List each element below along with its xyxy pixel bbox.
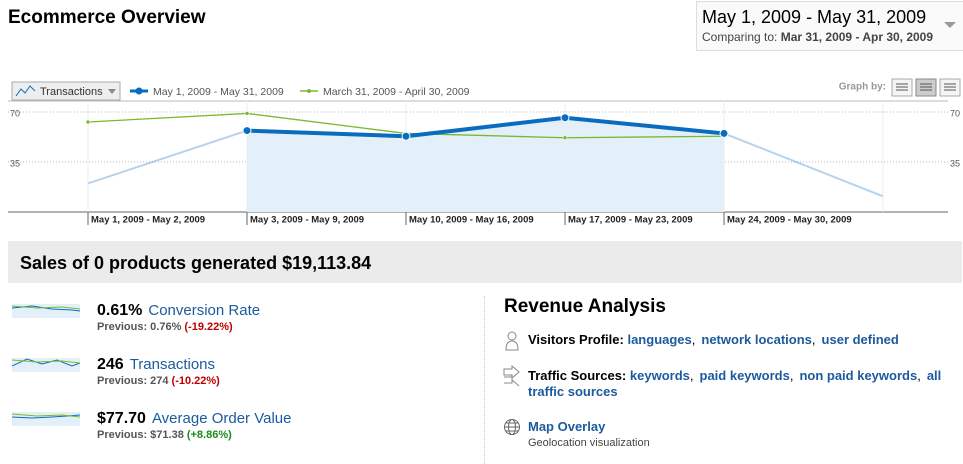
legend-dot bbox=[307, 89, 311, 93]
dropdown-arrow bbox=[108, 89, 116, 94]
x-tick-label: May 1, 2009 - May 2, 2009 bbox=[91, 215, 205, 226]
y-tick-label: 70 bbox=[10, 108, 20, 118]
line-segment bbox=[246, 112, 407, 135]
previous-value: Previous: 0.76% bbox=[97, 321, 182, 333]
date-range: May 1, 2009 - May 31, 2009 bbox=[702, 7, 927, 27]
x-tick-label: May 10, 2009 - May 16, 2009 bbox=[409, 215, 534, 226]
metric-previous: Previous: $71.38 (+8.86%) bbox=[97, 429, 232, 441]
point bbox=[719, 128, 729, 138]
link[interactable]: network locations bbox=[701, 332, 812, 347]
line-segment bbox=[564, 135, 725, 139]
line-segment bbox=[405, 115, 566, 139]
sparkline bbox=[12, 358, 81, 372]
previous-value: Previous: $71.38 bbox=[97, 429, 184, 441]
legend-label: May 1, 2009 - May 31, 2009 bbox=[153, 86, 284, 98]
point bbox=[85, 119, 91, 125]
link[interactable]: all traffic sources bbox=[528, 368, 942, 399]
change: (+8.86%) bbox=[186, 429, 232, 441]
link[interactable]: languages bbox=[627, 332, 692, 347]
line-segment bbox=[87, 112, 248, 123]
comparing-range: Mar 31, 2009 - Apr 30, 2009 bbox=[780, 30, 934, 44]
sparkline-line bbox=[12, 413, 81, 418]
graph-by-icons bbox=[896, 83, 956, 91]
link[interactable]: keywords bbox=[629, 368, 690, 383]
traffic-icon bbox=[503, 365, 520, 387]
map-description: Geolocation visualization bbox=[528, 437, 650, 449]
x-tick-label: May 17, 2009 - May 23, 2009 bbox=[568, 215, 693, 226]
y-tick-label-right: 70 bbox=[950, 108, 960, 118]
metric-main: $77.70 Average Order Value bbox=[97, 410, 291, 428]
point bbox=[242, 126, 252, 136]
point bbox=[401, 131, 411, 141]
metric-label: Transactions bbox=[40, 86, 103, 98]
x-tick-label: May 3, 2009 - May 9, 2009 bbox=[250, 215, 364, 226]
separator: , bbox=[917, 368, 921, 383]
line-segment bbox=[723, 132, 884, 198]
graph-by-label: Graph by: bbox=[839, 82, 886, 93]
link[interactable]: paid keywords bbox=[699, 368, 790, 383]
sparkline bbox=[12, 304, 81, 318]
chart: Transactions Graph by: May 1, 2009 - May… bbox=[8, 78, 961, 226]
x-tick-label: May 24, 2009 - May 30, 2009 bbox=[727, 215, 852, 226]
dropdown-arrow bbox=[944, 22, 956, 28]
y-tick-label: 35 bbox=[10, 158, 20, 168]
separator: , bbox=[811, 332, 816, 347]
visitors-icon bbox=[505, 331, 519, 351]
legend-label: March 31, 2009 - April 30, 2009 bbox=[323, 86, 470, 98]
separator: , bbox=[691, 332, 696, 347]
metric-name[interactable]: Transactions bbox=[129, 356, 216, 373]
change: (-10.22%) bbox=[171, 375, 220, 387]
metric-name[interactable]: Conversion Rate bbox=[148, 302, 261, 319]
sparkline-bg bbox=[12, 304, 80, 318]
traffic-sources: Traffic Sources: keywords, paid keywords,… bbox=[528, 368, 960, 400]
area bbox=[247, 117, 724, 212]
legend-dot bbox=[135, 87, 143, 95]
traffic-label: Traffic Sources: bbox=[528, 368, 627, 383]
link[interactable]: non paid keywords bbox=[799, 368, 918, 383]
metric-value: $77.70 bbox=[97, 410, 146, 427]
change: (-19.22%) bbox=[184, 321, 233, 333]
map-overlay-link[interactable]: Map Overlay bbox=[528, 419, 606, 434]
visitors-label: Visitors Profile: bbox=[528, 332, 624, 347]
point bbox=[244, 111, 250, 116]
point bbox=[560, 113, 570, 123]
comparing-label: Comparing to: bbox=[702, 30, 778, 44]
separator: , bbox=[789, 368, 794, 383]
sparkline-bg bbox=[12, 412, 80, 426]
metric-previous: Previous: 274 (-10.22%) bbox=[97, 375, 220, 387]
metric-value: 246 bbox=[97, 356, 124, 373]
sparkline-line bbox=[12, 359, 81, 364]
metric-icon bbox=[15, 85, 36, 97]
page-title: Ecommerce Overview bbox=[8, 7, 206, 28]
metric-value: 0.61% bbox=[97, 302, 143, 319]
previous-value: Previous: 274 bbox=[97, 375, 169, 387]
divider bbox=[484, 296, 485, 464]
metric-main: 246 Transactions bbox=[97, 356, 215, 374]
line-segment bbox=[564, 115, 725, 136]
link[interactable]: user defined bbox=[821, 332, 899, 347]
visitors-profile: Visitors Profile: languages, network loca… bbox=[528, 332, 899, 347]
date-picker[interactable]: May 1, 2009 - May 31, 2009 Comparing to:… bbox=[696, 1, 963, 51]
metric-name[interactable]: Average Order Value bbox=[151, 410, 292, 427]
metric-main: 0.61% Conversion Rate bbox=[97, 302, 260, 320]
y-tick-label-right: 35 bbox=[950, 158, 960, 168]
sparkline-line bbox=[12, 305, 81, 310]
comparing: Comparing to: Mar 31, 2009 - Apr 30, 200… bbox=[702, 30, 933, 44]
sparkline bbox=[12, 412, 81, 426]
summary: Sales of 0 products generated $19,113.84 bbox=[20, 253, 372, 273]
summary-bar: Sales of 0 products generated $19,113.84 bbox=[8, 241, 962, 283]
metric-dropdown[interactable] bbox=[11, 81, 121, 101]
metric-previous: Previous: 0.76% (-19.22%) bbox=[97, 321, 233, 333]
separator: , bbox=[689, 368, 694, 383]
revenue-title: Revenue Analysis bbox=[504, 296, 666, 317]
line-segment bbox=[246, 128, 407, 139]
map-icon bbox=[504, 419, 520, 435]
line-segment bbox=[87, 129, 248, 185]
point bbox=[562, 135, 568, 140]
